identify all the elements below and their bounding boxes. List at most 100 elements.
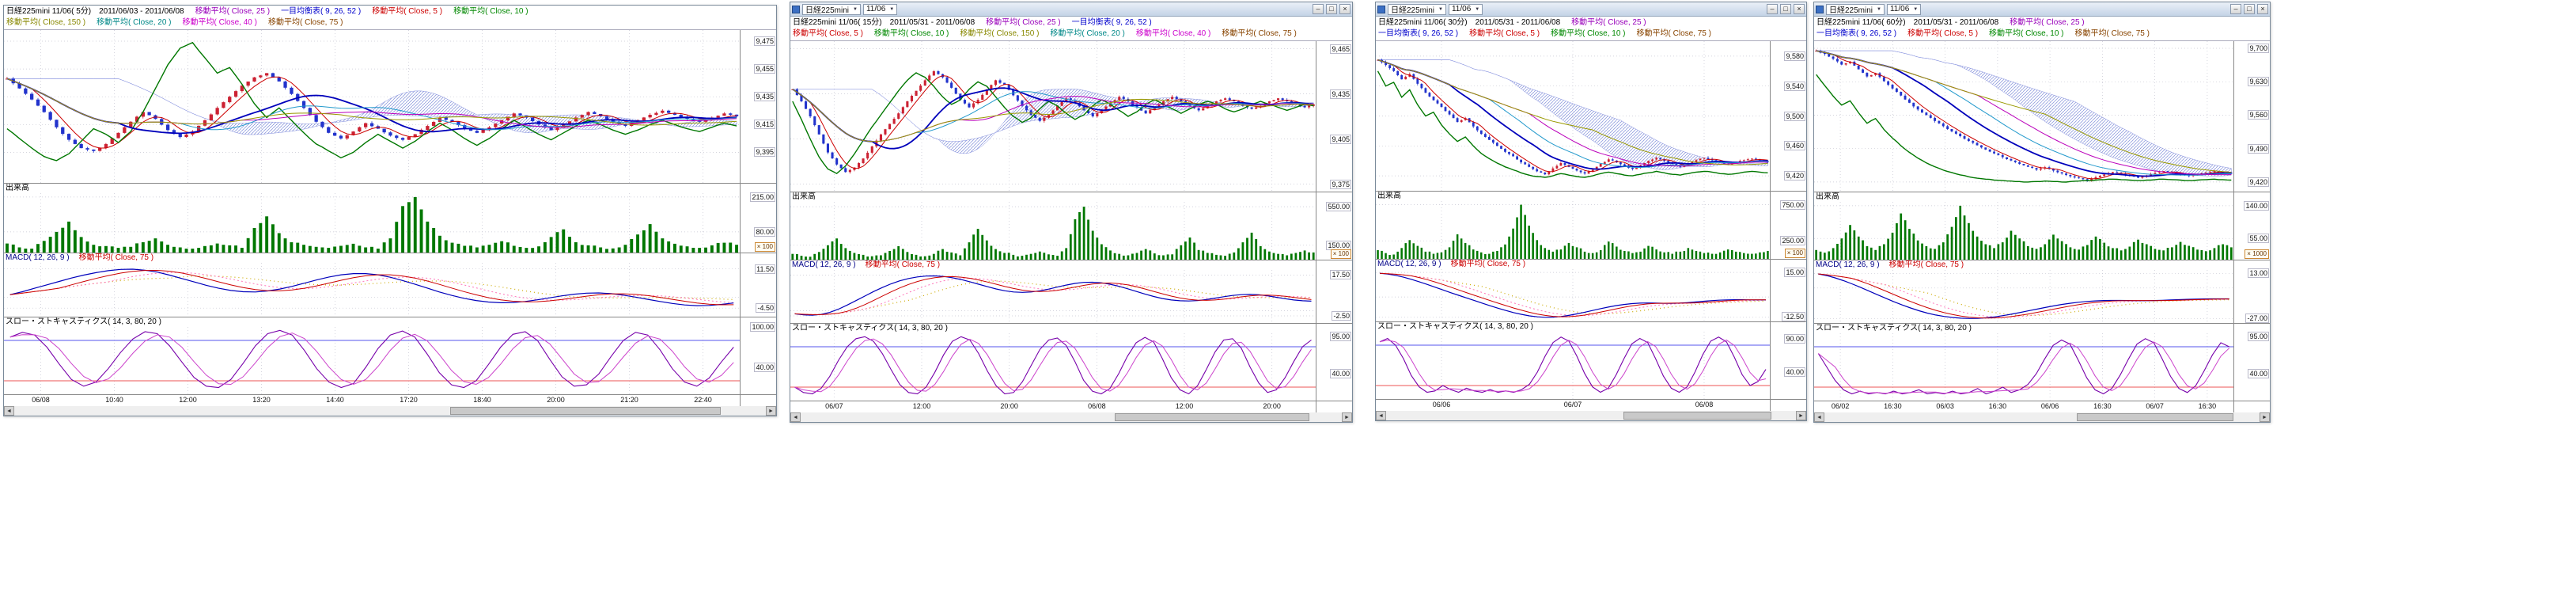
stochastics-label: スロー・ストキャスティクス( 14, 3, 80, 20 ): [792, 324, 948, 332]
chart-canvas[interactable]: [790, 333, 1316, 401]
contract-select[interactable]: 11/06 ▼: [862, 3, 898, 15]
indicator-label: 移動平均( Close, 25 ): [986, 18, 1061, 27]
y-tick-label: 55.00: [2248, 234, 2269, 244]
scroll-thumb[interactable]: [1623, 412, 1771, 420]
chart-canvas[interactable]: [790, 202, 1316, 260]
stochastics-section-label: スロー・ストキャスティクス( 14, 3, 80, 20 ): [792, 324, 957, 333]
x-tick-label: 06/06: [1432, 401, 1451, 408]
horizontal-scrollbar[interactable]: ◄ ►: [4, 405, 776, 416]
symbol-select[interactable]: 日経225mini ▼: [1388, 3, 1446, 15]
symbol-select-value: 日経225mini: [805, 6, 850, 15]
volume-section-label: 出来高: [1816, 192, 1849, 202]
y-tick-label: 9,700: [2248, 44, 2269, 54]
x-tick-label: 06/08: [32, 396, 50, 404]
stochastics-section-label: スロー・ストキャスティクス( 14, 3, 80, 20 ): [1816, 324, 1981, 333]
chart-canvas[interactable]: [790, 41, 1316, 192]
window-titlebar: 日経225mini ▼ 11/06 ▼ – □ ×: [1814, 2, 2270, 17]
indicator-label: 一目均衡表( 9, 26, 52 ): [1816, 29, 1897, 38]
scroll-thumb[interactable]: [2077, 413, 2233, 421]
y-axis: 13.00 -27.00: [2233, 260, 2270, 324]
y-axis: 9,475 9,455 9,435 9,415 9,395: [740, 30, 776, 184]
chart-header: 日経225mini 11/06( 5分) 2011/06/03 - 2011/06…: [4, 6, 776, 29]
x-tick-label: 18:40: [473, 396, 491, 404]
chart-canvas[interactable]: [1814, 41, 2233, 192]
x-tick-label: 06/02: [1831, 402, 1850, 410]
stochastics-chart-section: スロー・ストキャスティクス( 14, 3, 80, 20 ): [1814, 324, 2233, 401]
maximize-button[interactable]: □: [1780, 4, 1791, 14]
y-tick-label: 9,630: [2248, 77, 2269, 87]
chart-canvas[interactable]: [4, 263, 740, 317]
indicator-label: 移動平均( Close, 40 ): [182, 18, 257, 27]
scrollbar-track[interactable]: [1386, 411, 1796, 420]
minimize-button[interactable]: –: [1767, 4, 1778, 14]
contract-select[interactable]: 11/06 ▼: [1886, 3, 1922, 15]
y-axis: 9,465 9,435 9,405 9,375: [1316, 41, 1352, 192]
contract-select[interactable]: 11/06 ▼: [1448, 3, 1483, 15]
x-tick-label: 06/07: [825, 402, 843, 410]
chart-canvas[interactable]: [1814, 202, 2233, 260]
maximize-button[interactable]: □: [1326, 4, 1337, 14]
chart-canvas[interactable]: [1376, 41, 1770, 191]
macd-chart-section: MACD( 12, 26, 9 ) 移動平均( Close, 75 ): [4, 253, 740, 317]
scrollbar-track[interactable]: [1824, 412, 2260, 422]
scroll-thumb[interactable]: [1114, 413, 1309, 421]
chart-canvas[interactable]: [4, 327, 740, 394]
chart-canvas[interactable]: [1376, 201, 1770, 259]
x-axis: 06/02 16:30 06/03 16:30 06/06 16:30 06/07 16:30: [1814, 401, 2233, 412]
close-button[interactable]: ×: [1794, 4, 1805, 14]
chart-canvas[interactable]: [1376, 269, 1770, 321]
chart-canvas[interactable]: [1814, 270, 2233, 323]
scroll-left-button[interactable]: ◄: [1814, 412, 1824, 422]
horizontal-scrollbar[interactable]: ◄ ►: [1376, 410, 1806, 420]
horizontal-scrollbar[interactable]: ◄ ►: [790, 412, 1352, 422]
minimize-button[interactable]: –: [1313, 4, 1324, 14]
scroll-thumb[interactable]: [450, 407, 721, 415]
minimize-button[interactable]: –: [2230, 4, 2241, 14]
chart-canvas[interactable]: [1814, 333, 2233, 401]
scroll-right-button[interactable]: ►: [2260, 412, 2270, 422]
symbol-select[interactable]: 日経225mini ▼: [802, 3, 861, 15]
y-tick-label: 9,375: [1330, 179, 1351, 189]
chart-date-range: 2011/05/31 - 2011/06/08: [1913, 18, 1999, 27]
x-tick-label: 06/08: [1695, 401, 1714, 408]
chart-window: 日経225mini 11/06( 5分) 2011/06/03 - 2011/06…: [3, 5, 777, 416]
indicator-label: 移動平均( Close, 5 ): [1469, 29, 1540, 38]
price-chart-section: [1376, 41, 1770, 192]
y-tick-label: 9,490: [2248, 143, 2269, 154]
header-line-1: 日経225mini 11/06( 5分) 2011/06/03 - 2011/06…: [6, 6, 774, 17]
stochastics-chart-section: スロー・ストキャスティクス( 14, 3, 80, 20 ): [790, 324, 1316, 401]
chart-canvas[interactable]: [4, 193, 740, 253]
scroll-right-button[interactable]: ►: [1796, 411, 1806, 420]
header-line-2: 移動平均( Close, 150 ) 移動平均( Close, 20 ) 移動平均(…: [6, 17, 774, 28]
scrollbar-track[interactable]: [801, 412, 1342, 422]
price-chart-section: [1814, 41, 2233, 192]
close-button[interactable]: ×: [2257, 4, 2268, 14]
scroll-left-button[interactable]: ◄: [4, 406, 14, 416]
y-tick-label: 9,415: [754, 120, 775, 130]
y-tick-label: 9,580: [1784, 51, 1805, 61]
indicator-label: 移動平均( Close, 25 ): [2010, 18, 2085, 27]
scroll-right-button[interactable]: ►: [766, 406, 776, 416]
volume-chart-section: 出来高: [1814, 192, 2233, 260]
chevron-down-icon: ▼: [853, 6, 858, 12]
price-chart-section: [790, 41, 1316, 192]
y-tick-label: 40.00: [2248, 369, 2269, 378]
indicator-label: 移動平均( Close, 25 ): [195, 7, 271, 16]
x-tick-label: 16:30: [1988, 402, 2007, 410]
scroll-left-button[interactable]: ◄: [1376, 411, 1386, 420]
macd-chart-section: MACD( 12, 26, 9 ) 移動平均( Close, 75 ): [790, 260, 1316, 324]
scrollbar-track[interactable]: [14, 406, 766, 416]
close-button[interactable]: ×: [1339, 4, 1351, 14]
macd-label: MACD( 12, 26, 9 ): [792, 260, 856, 269]
maximize-button[interactable]: □: [2244, 4, 2255, 14]
chart-canvas[interactable]: [4, 30, 740, 183]
symbol-select[interactable]: 日経225mini ▼: [1826, 3, 1885, 15]
scroll-left-button[interactable]: ◄: [790, 412, 801, 422]
scroll-right-button[interactable]: ►: [1342, 412, 1352, 422]
x-axis-corner: [1316, 401, 1352, 412]
y-tick-label: 15.00: [1784, 268, 1805, 278]
chart-canvas[interactable]: [1376, 332, 1770, 399]
chart-canvas[interactable]: [790, 270, 1316, 323]
horizontal-scrollbar[interactable]: ◄ ►: [1814, 412, 2270, 422]
y-tick-label: 9,500: [1784, 111, 1805, 121]
